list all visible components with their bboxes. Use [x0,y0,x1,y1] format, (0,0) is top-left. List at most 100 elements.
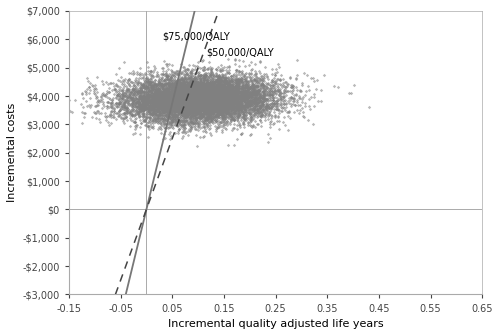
Point [218,118,226,123]
Point [264,131,272,136]
Point [140,97,148,103]
Point [191,115,199,120]
Point [296,103,304,108]
Point [204,99,212,104]
Point [172,112,180,118]
Point [168,87,176,92]
Point [150,108,158,113]
Point [243,93,251,99]
Point [208,79,216,84]
Point [246,106,254,111]
Point [191,112,199,117]
Point [222,101,230,106]
Point [172,115,180,120]
Point [146,115,154,120]
Point [174,98,182,103]
Point [172,97,180,103]
Point [234,90,241,96]
Point [160,98,168,103]
Point [160,80,168,86]
Point [267,106,275,111]
Point [163,104,171,109]
Point [160,90,168,96]
Point [206,92,214,98]
Point [158,103,166,109]
Point [203,91,211,96]
Point [172,111,179,117]
Point [169,92,177,97]
Point [204,102,212,108]
Point [154,118,162,124]
Point [218,114,226,120]
Point [179,83,187,88]
Point [246,76,254,81]
Point [212,94,220,99]
Point [214,101,222,107]
Point [170,90,178,95]
Point [208,102,216,107]
Point [196,88,204,93]
Point [181,114,189,119]
Point [209,88,217,94]
Point [186,88,194,94]
Point [222,78,230,84]
Point [209,79,217,85]
Point [190,103,198,109]
Point [232,92,239,98]
Point [190,92,198,98]
Point [192,103,200,109]
Point [168,105,176,111]
Point [198,101,206,107]
Point [210,104,218,110]
Point [218,108,226,113]
Point [164,102,172,107]
Point [234,77,241,82]
Point [184,94,192,100]
Point [169,96,177,101]
Point [173,79,181,84]
Point [204,102,212,108]
Point [170,79,178,84]
Point [186,118,194,123]
Point [184,90,192,95]
Point [162,63,170,69]
Point [166,91,174,96]
Point [182,104,190,109]
Point [158,102,166,108]
Point [228,78,236,83]
Point [258,90,266,95]
Point [216,98,224,103]
Point [158,91,166,96]
Point [266,87,274,92]
Point [212,90,220,95]
Point [212,91,220,96]
Point [142,94,150,99]
Point [194,79,202,84]
Point [238,93,246,99]
Point [183,80,191,85]
Point [200,75,208,80]
Point [182,91,190,96]
Point [198,93,205,99]
Point [227,78,235,83]
Point [194,76,202,81]
Point [192,94,200,99]
Point [194,87,202,92]
Point [218,114,226,119]
Point [144,123,152,129]
Point [242,90,250,95]
Point [240,116,248,122]
Point [100,93,108,98]
Point [192,109,200,115]
Point [193,89,201,94]
Point [279,91,287,96]
Point [213,98,221,104]
Point [244,86,252,92]
Point [168,106,176,111]
Point [214,76,222,81]
Point [124,94,132,100]
Point [186,102,194,108]
Point [224,90,232,96]
Point [160,98,168,103]
Point [122,97,130,102]
